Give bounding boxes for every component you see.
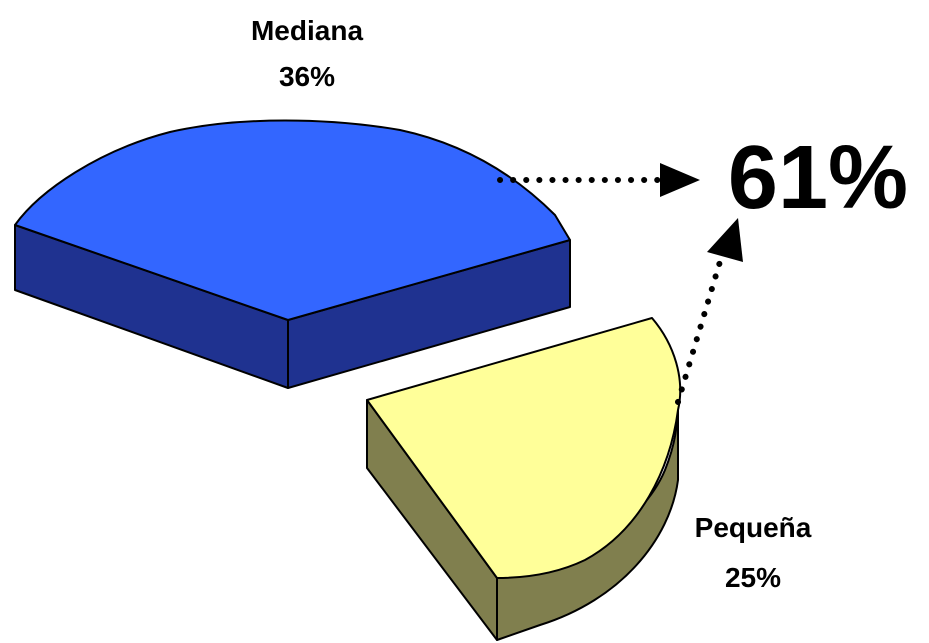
arrow-head-pequena — [707, 218, 743, 262]
total-percentage: 61% — [728, 128, 908, 228]
pie-slice-pequena — [366, 317, 682, 641]
pie-slice-pequena-top — [366, 317, 682, 579]
arrow-head-mediana — [660, 163, 700, 197]
arrow-pequena-to-total — [675, 252, 725, 405]
slice-label-mediana: Mediana — [251, 15, 363, 46]
slice-label-pequena: Pequeña — [695, 512, 812, 543]
slice-value-pequena: 25% — [725, 562, 781, 593]
pie-slice-mediana — [14, 119, 571, 389]
slice-value-mediana: 36% — [279, 61, 335, 92]
